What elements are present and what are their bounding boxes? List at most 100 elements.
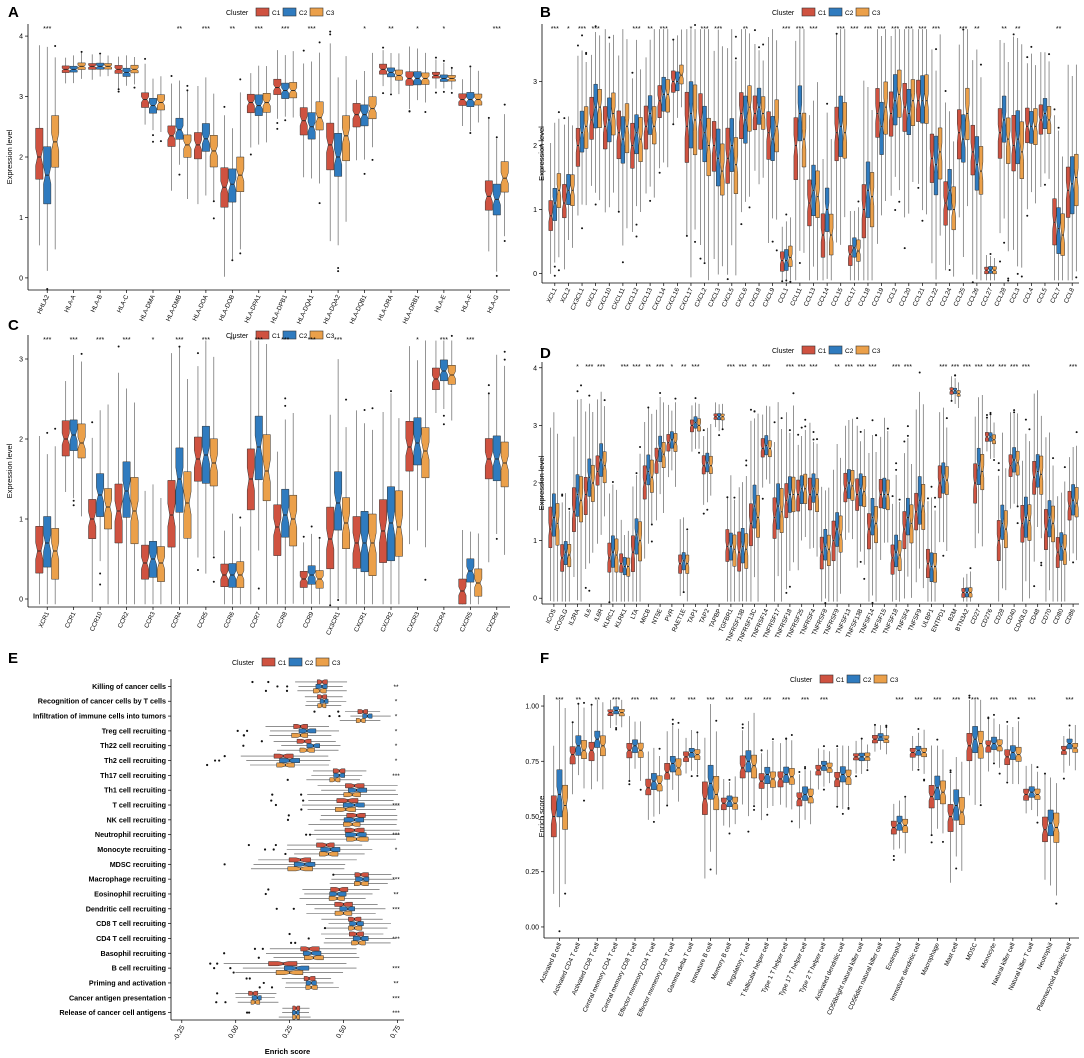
box-cd276-c2-outlier bbox=[989, 411, 992, 414]
significance-label: *** bbox=[392, 966, 400, 973]
box-hla-g-c3-outlier bbox=[503, 239, 506, 242]
box-hla-dqb1-c2-outlier bbox=[363, 172, 366, 175]
box-cd86-c3-outlier bbox=[1075, 431, 1078, 434]
box-ccl2-c2-outlier bbox=[894, 208, 897, 211]
box-tgfbr1-c1-outlier bbox=[726, 496, 729, 499]
box-hla-dmb-c3-outlier bbox=[186, 89, 189, 92]
significance-label: *** bbox=[782, 26, 790, 33]
box-effector-memeory-cd8-t-cell-c3-outlier bbox=[677, 721, 680, 724]
box-neutrophil-c3-outlier bbox=[1055, 902, 1058, 905]
box-ccl4-c1-outlier bbox=[1026, 214, 1029, 217]
x-tick-label: HLA-DQB1 bbox=[349, 293, 369, 325]
box-icoslg-c1-outlier bbox=[561, 493, 564, 496]
box-cxcl14-c1 bbox=[657, 85, 662, 118]
box-hla-dob-c2-outlier bbox=[231, 259, 234, 262]
box-macrophage-c3-outlier bbox=[941, 840, 944, 843]
box-il6-c2-outlier bbox=[588, 589, 591, 592]
box-ccl28-c2-outlier bbox=[1003, 241, 1006, 244]
box-micb-c3-outlier bbox=[650, 540, 653, 543]
box-th17-cell-recruiting-c3-outlier bbox=[286, 778, 289, 781]
box-ccl11-c1 bbox=[793, 117, 798, 180]
x-tick-label: Eosinophil bbox=[885, 942, 904, 971]
box-ulbp1-c2 bbox=[929, 552, 934, 582]
box-priming-and-activation-c1-outlier bbox=[245, 977, 248, 980]
box-t-follicular-helper-cell-c1-outlier bbox=[760, 749, 763, 752]
box-cxcl11-c2-outlier bbox=[621, 261, 624, 264]
box-lta-c2 bbox=[634, 518, 639, 555]
y-tick-label: Th2 cell recruiting bbox=[104, 756, 166, 765]
box-hla-dqa2-c1-outlier bbox=[329, 33, 332, 36]
box-ccl24-c2-outlier bbox=[948, 269, 951, 272]
box-natural-killer-t-cell-c3-outlier bbox=[1036, 821, 1039, 824]
box-cd48-c3 bbox=[1039, 455, 1044, 495]
box-tnfsf13-c1 bbox=[843, 472, 848, 503]
box-hla-dra-c2-outlier bbox=[390, 93, 392, 96]
box-mast-cell-c1 bbox=[947, 804, 954, 832]
significance-label: *** bbox=[914, 697, 922, 704]
box-plasmacytoid-dendritic-cell-c1-outlier bbox=[1062, 777, 1065, 780]
box-tnfrsf14-c1-outlier bbox=[761, 497, 764, 500]
significance-label: *** bbox=[70, 337, 78, 344]
x-tick-label: CCL24 bbox=[939, 286, 954, 307]
box-killing-of-cancer-cells-c2-outlier bbox=[276, 685, 279, 688]
box-macrophage-c1-outlier bbox=[930, 834, 933, 837]
box-tnfrsf4-c2-outlier bbox=[812, 430, 815, 433]
box-cxcr3-c3-outlier bbox=[424, 578, 427, 581]
x-tick-label: HLA-DRB1 bbox=[402, 293, 422, 325]
box-tnfrsf13c-c2-outlier bbox=[753, 410, 756, 413]
significance-label: *** bbox=[744, 697, 752, 704]
box-regulatory-t-cell-c2-outlier bbox=[747, 830, 750, 833]
box-ccr5-c1-outlier bbox=[196, 569, 199, 572]
box-tnfsf13b-c2-outlier bbox=[859, 430, 862, 433]
box-immature-b-cell-c3 bbox=[713, 776, 720, 811]
significance-label: ** bbox=[393, 891, 399, 898]
x-tick-label: XCL1 bbox=[546, 286, 559, 304]
box-release-of-cancer-cell-antigens-c2-outlier bbox=[247, 1011, 251, 1014]
significance-label: ** bbox=[230, 337, 236, 344]
box-tnfsf18-c1-outlier bbox=[891, 495, 894, 498]
box-ccr5-c3 bbox=[209, 438, 218, 487]
box-type-2-t-helper-cell-c2-outlier bbox=[822, 788, 825, 791]
significance-label: *** bbox=[798, 364, 806, 371]
box-cd276-c1-outlier bbox=[985, 413, 988, 416]
box-macrophage-recruiting-c2 bbox=[355, 876, 370, 882]
box-killing-of-cancer-cells-c1-outlier bbox=[267, 680, 270, 684]
box-ccl26-c3 bbox=[978, 146, 984, 195]
box-ccl20-c1-outlier bbox=[903, 247, 906, 250]
box-cd276-c3-outlier bbox=[993, 458, 996, 461]
box-xcr1-c3 bbox=[51, 528, 60, 580]
box-hla-dqb1-c3 bbox=[368, 96, 377, 120]
box-cxcr6-c3 bbox=[500, 441, 509, 488]
box-hhla2-c2-outlier bbox=[46, 287, 49, 290]
box-cd70-c1 bbox=[1044, 509, 1048, 550]
box-ccl1-c2 bbox=[784, 249, 789, 271]
box-tnfsf4-c1 bbox=[902, 511, 907, 550]
legend-label-c2: C2 bbox=[863, 677, 872, 684]
box-mdsc-c3-outlier bbox=[979, 804, 982, 807]
y-tick-label: Infiltration of immune cells into tumors bbox=[33, 712, 166, 721]
panel-label: A bbox=[8, 4, 19, 21]
x-tick-label: CCL7 bbox=[1049, 286, 1062, 304]
box-cd40-c2-outlier bbox=[1013, 411, 1016, 414]
box-ccl20-c2 bbox=[906, 89, 911, 135]
box-cxcl13-c1 bbox=[643, 105, 649, 150]
box-hla-dpb1-c1 bbox=[273, 78, 282, 95]
box-cd4-t-cell-recruiting-c3-outlier bbox=[294, 941, 297, 945]
box-type-17-t-helper-cell-c1-outlier bbox=[798, 770, 801, 773]
box-treg-cell-recruiting-c2 bbox=[298, 728, 317, 734]
box-cxcr4-c2-outlier bbox=[442, 414, 445, 417]
box-immature-b-cell-c1 bbox=[702, 781, 708, 815]
box-lta-c1 bbox=[631, 535, 635, 572]
box-hla-dmb-c3-outlier bbox=[186, 84, 189, 87]
box-b-cell-recruiting-c1-outlier bbox=[209, 962, 212, 965]
box-mast-cell-c3 bbox=[958, 797, 965, 825]
x-tick-label: CCL26 bbox=[966, 286, 981, 307]
box-cxcl12-c2-outlier bbox=[635, 223, 638, 226]
x-tick-label: CCR4 bbox=[170, 610, 184, 629]
box-tnfrsf4-c2 bbox=[811, 473, 816, 503]
significance-label: * bbox=[395, 743, 398, 750]
y-tick-label: 3 bbox=[533, 79, 537, 86]
box-hla-dmb-c2 bbox=[175, 117, 184, 140]
box-central-memory-cd4-t-cell-c2-outlier bbox=[615, 726, 618, 729]
box-immature-dendritic-cell-c2-outlier bbox=[917, 768, 920, 771]
